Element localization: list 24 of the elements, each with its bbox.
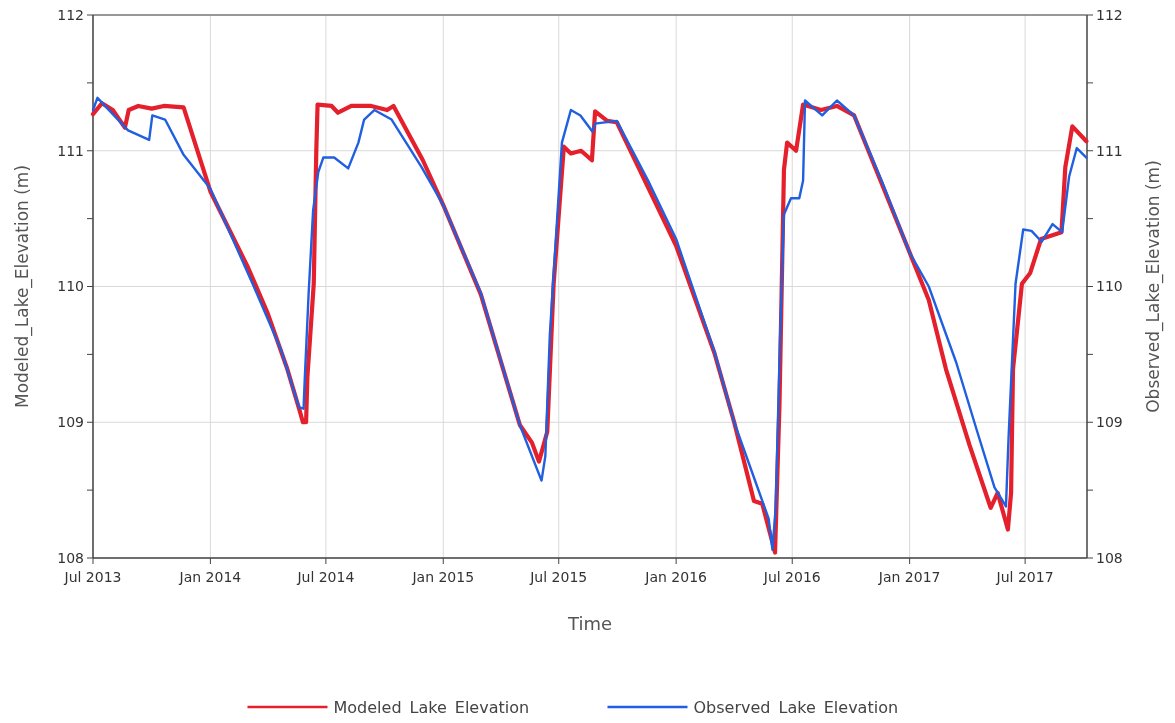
x-tick-label: Jul 2013 <box>63 569 122 585</box>
y2-tick-label: 112 <box>1096 6 1123 23</box>
y-tick-label: 112 <box>57 6 84 23</box>
x-axis-title: Time <box>566 613 613 634</box>
x-tick-label: Jan 2017 <box>877 569 941 585</box>
y-tick-label: 108 <box>57 549 84 566</box>
x-tick-label: Jul 2016 <box>762 569 821 585</box>
y2-tick-label: 111 <box>1096 142 1123 159</box>
x-tick-label: Jul 2014 <box>296 569 355 585</box>
x-tick-label: Jan 2014 <box>178 569 242 585</box>
y2-tick-label: 108 <box>1096 549 1123 566</box>
x-tick-label: Jan 2015 <box>411 569 475 585</box>
y-tick-label: 111 <box>57 142 84 159</box>
y-axis-title: Modeled_Lake_Elevation (m) <box>11 164 33 409</box>
legend-label: Observed_Lake_Elevation <box>693 698 899 718</box>
x-tick-label: Jul 2017 <box>995 569 1054 585</box>
y-tick-label: 110 <box>57 278 84 295</box>
y2-tick-label: 110 <box>1096 278 1123 295</box>
x-tick-label: Jan 2016 <box>644 569 708 585</box>
x-tick-label: Jul 2015 <box>529 569 588 585</box>
y-tick-label: 109 <box>57 414 84 431</box>
y2-tick-label: 109 <box>1096 414 1123 431</box>
y2-axis-title: Observed_Lake_Elevation (m) <box>1142 160 1164 413</box>
legend-label: Modeled_Lake_Elevation <box>333 698 530 718</box>
